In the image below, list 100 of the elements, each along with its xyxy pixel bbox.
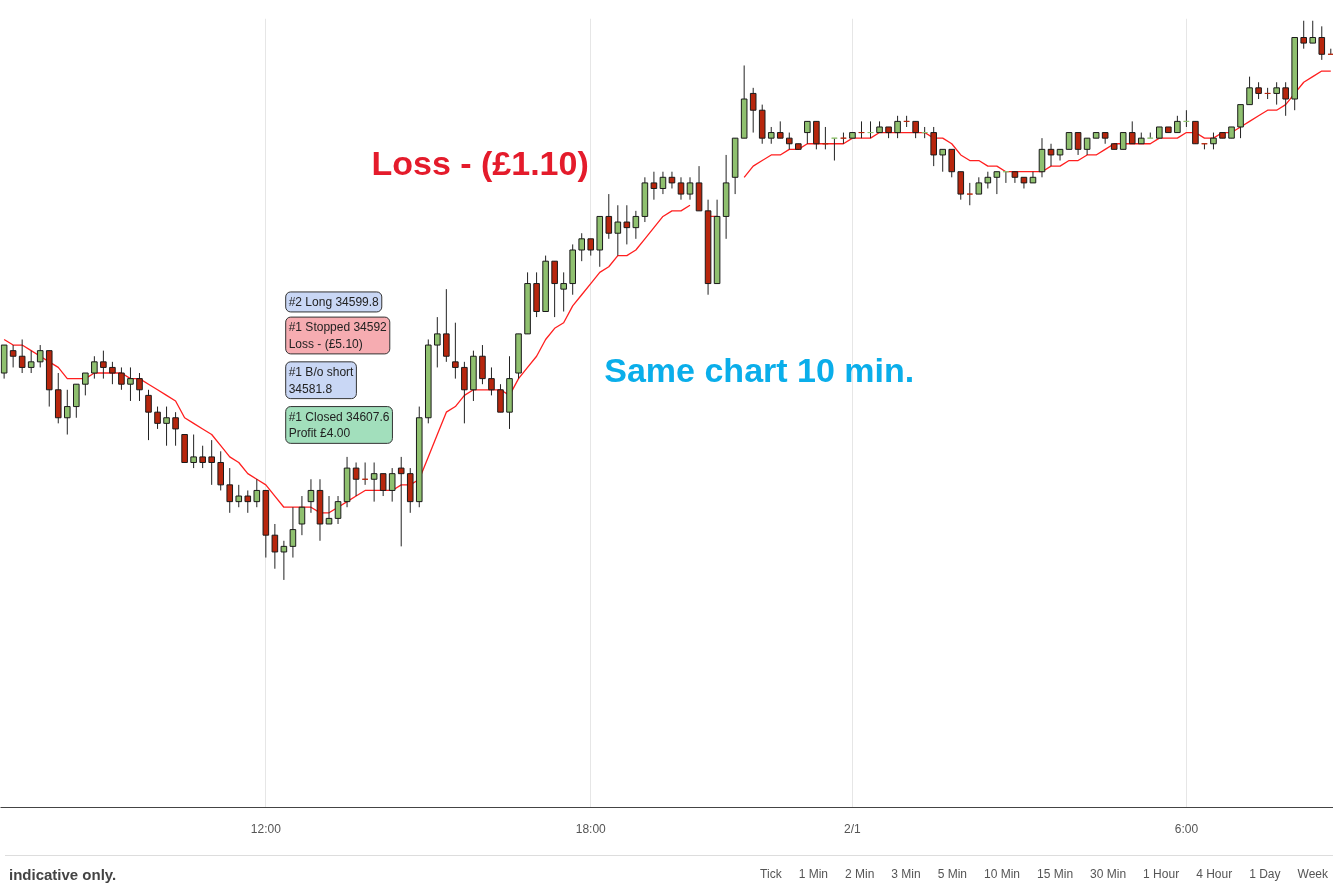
candlestick	[966, 182, 974, 206]
candlestick	[253, 478, 261, 508]
candlestick	[930, 126, 937, 167]
candlestick	[145, 389, 152, 441]
candlestick	[109, 361, 116, 385]
candlestick	[1128, 120, 1136, 145]
candlestick	[9, 344, 17, 368]
candlestick	[163, 406, 170, 447]
candlestick	[27, 350, 35, 374]
candlestick	[82, 372, 89, 396]
candlestick	[352, 461, 360, 497]
text: 30 Min	[1090, 866, 1127, 881]
candlestick	[208, 439, 215, 486]
candlestick	[605, 193, 613, 240]
annotation: #2 Long 34599.8	[288, 294, 380, 309]
candlestick	[18, 338, 26, 374]
x-tick-label: 6:00	[1174, 821, 1199, 836]
candlestick	[1047, 143, 1055, 167]
candlestick	[1246, 76, 1253, 106]
candlestick	[497, 383, 504, 413]
annotation: #1 Stopped 34592 Loss - (£5.10)	[288, 320, 388, 351]
x-tick-label: 12:00	[250, 821, 282, 836]
candlestick	[434, 316, 441, 368]
candlestick	[939, 148, 947, 173]
text: 2 Min	[844, 866, 875, 881]
text: 5 Min	[937, 866, 968, 881]
text: 1 Hour	[1143, 866, 1180, 881]
candlestick	[443, 288, 450, 363]
candlestick	[1192, 120, 1199, 145]
annotation: #1 Closed 34607.6 Profit £4.00	[288, 409, 390, 441]
candlestick	[686, 176, 694, 201]
text: 15 Min	[1037, 866, 1074, 881]
candlestick	[388, 467, 396, 503]
candlestick	[614, 204, 622, 257]
candlestick	[479, 344, 486, 385]
candlestick	[73, 383, 80, 419]
candlestick	[1318, 25, 1326, 61]
candlestick	[1074, 132, 1082, 156]
candlestick	[1300, 20, 1308, 50]
candlestick	[1309, 20, 1317, 44]
candlestick	[560, 271, 567, 313]
candlestick	[289, 506, 297, 559]
text: 1 Day	[1249, 866, 1281, 881]
candlestick	[894, 115, 901, 139]
candlestick	[668, 171, 676, 189]
candlestick	[488, 366, 495, 396]
candlestick	[172, 411, 179, 447]
text: 4 Hour	[1196, 866, 1233, 881]
candlestick	[1011, 171, 1019, 184]
candlestick	[1056, 148, 1064, 162]
candlestick	[91, 355, 98, 380]
candlestick	[379, 473, 387, 497]
text: Tick	[760, 866, 782, 881]
candlestick	[948, 148, 956, 178]
candlestick	[804, 120, 811, 145]
candlestick	[1282, 81, 1289, 117]
text: 3 Min	[891, 866, 921, 881]
candlestick	[1038, 137, 1046, 178]
candlestick	[63, 389, 71, 436]
text: indicative only.	[9, 864, 117, 885]
candlestick	[659, 171, 667, 195]
candlestick	[993, 171, 1001, 195]
candlestick	[1237, 104, 1244, 139]
candlestick	[551, 260, 558, 318]
candlestick	[136, 372, 143, 402]
candlestick	[334, 495, 342, 525]
candlestick	[461, 361, 468, 424]
candlestick	[127, 366, 134, 402]
candlestick	[280, 540, 288, 581]
text: 1 Min	[798, 866, 828, 881]
candlestick	[623, 204, 631, 245]
candlestick	[298, 495, 306, 536]
x-tick-label: 18:00	[575, 821, 607, 836]
candlestick	[1273, 81, 1280, 106]
candlestick	[749, 87, 757, 134]
candlestick	[677, 176, 685, 201]
candlestick	[813, 120, 820, 150]
candlestick	[235, 484, 243, 508]
candlestick	[100, 350, 107, 380]
candlestick	[632, 210, 640, 240]
candlestick	[271, 523, 279, 570]
candlestick	[307, 478, 315, 514]
annotation: Loss - (£1.10)	[371, 144, 589, 183]
candlestick	[154, 406, 161, 430]
candlestick	[226, 467, 234, 514]
candlestick	[244, 489, 252, 514]
annotation: Same chart 10 min.	[604, 351, 915, 390]
candlestick	[578, 232, 586, 262]
candlestick	[217, 450, 225, 491]
candlestick	[397, 456, 405, 547]
candlestick	[452, 322, 459, 380]
candlestick	[325, 495, 333, 525]
text: 10 Min	[984, 866, 1021, 881]
candlestick	[650, 171, 658, 201]
annotation: #1 B/o short 34581.8	[288, 364, 355, 396]
candlestick	[1029, 171, 1037, 184]
candlestick	[370, 461, 378, 503]
candlestick	[957, 171, 965, 201]
x-tick-label: 2/1	[844, 821, 862, 836]
candlestick	[190, 434, 197, 469]
